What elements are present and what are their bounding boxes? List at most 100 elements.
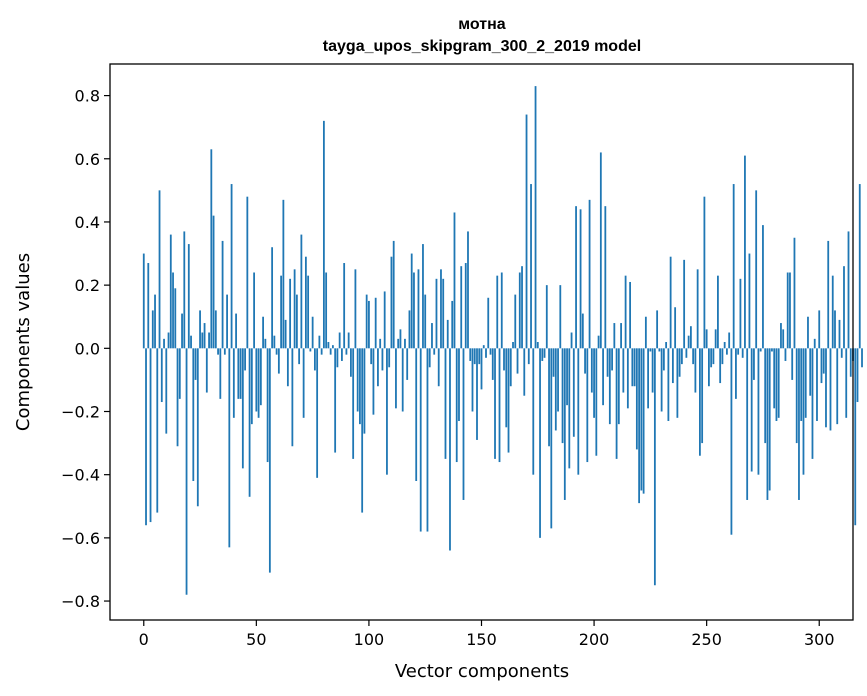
bar [588,199,591,349]
bar [431,323,433,349]
bar [435,278,438,349]
bar [248,348,251,497]
bar [467,231,469,349]
bar [775,348,778,421]
bar [145,348,147,526]
bar [199,310,201,349]
bar [714,329,717,349]
bar [386,348,388,475]
bar [660,348,663,412]
bar [212,215,215,349]
bar [286,348,289,387]
y-tick-label: 0.8 [75,87,100,106]
bar [532,348,535,475]
bar [440,269,442,349]
bar [320,348,323,355]
bar [262,316,264,349]
y-axis-ticks: −0.8 −0.6 −0.4 −0.2 0.0 0.2 0.4 0.6 0.8 [61,87,110,611]
bar [183,231,186,349]
bar [356,348,359,412]
bar [604,206,607,349]
bar [557,348,559,412]
bar [433,348,436,355]
bar [593,348,595,418]
bar [712,348,715,365]
bar [469,348,472,361]
bar [473,348,476,365]
bar [620,323,622,349]
bar [818,310,821,349]
bar [410,253,413,349]
bar [649,348,652,352]
bar [192,348,195,481]
bar [768,348,771,491]
bar [608,348,611,425]
y-tick-label: −0.8 [61,592,100,611]
bar [642,348,645,494]
bar [795,348,798,444]
chart-title: мотна [458,16,506,33]
bar [744,155,746,349]
bar [250,348,253,425]
bar [536,342,539,349]
bar [444,348,447,459]
bar [372,348,375,415]
bar [363,348,366,434]
bar [827,240,830,349]
bar [289,278,292,349]
bar [822,348,825,374]
bar [748,253,751,349]
bar [836,348,839,425]
bar [678,348,681,377]
bar [732,184,735,349]
bar [190,335,192,349]
bar [793,237,796,349]
bar [147,263,150,349]
bar [476,348,478,440]
bar [789,272,791,349]
y-tick-label: 0.0 [75,339,100,358]
bar [480,348,483,390]
bar [735,348,737,399]
bar [176,348,179,447]
bar [235,313,237,349]
bar [633,348,636,387]
bar [840,348,843,358]
bar [322,120,325,349]
bar [284,319,287,349]
bar [273,335,276,349]
bar [237,348,240,399]
bar [629,281,631,349]
bar [149,348,152,523]
bar [341,348,343,361]
bar [442,278,445,349]
bar [264,338,267,349]
x-axis-label: Vector components [395,661,569,682]
bar [426,348,429,532]
bar [856,348,859,403]
bar [611,348,613,371]
bar [417,269,420,349]
bar [255,348,258,412]
bar [464,263,467,349]
bar [683,259,686,349]
bar [701,348,704,444]
bar [293,269,296,349]
bar [203,323,206,349]
bar [318,335,321,349]
bar [651,348,654,393]
bar [208,332,210,349]
bar [689,326,692,349]
bar [503,348,505,371]
bar [606,348,609,377]
bar [717,275,719,349]
bar [399,329,402,349]
bar [577,348,580,475]
bar [266,348,269,463]
bar [581,313,584,349]
bar [723,342,726,349]
bar [771,348,773,352]
bar [307,275,310,349]
bar [329,348,332,355]
bar [437,348,440,387]
